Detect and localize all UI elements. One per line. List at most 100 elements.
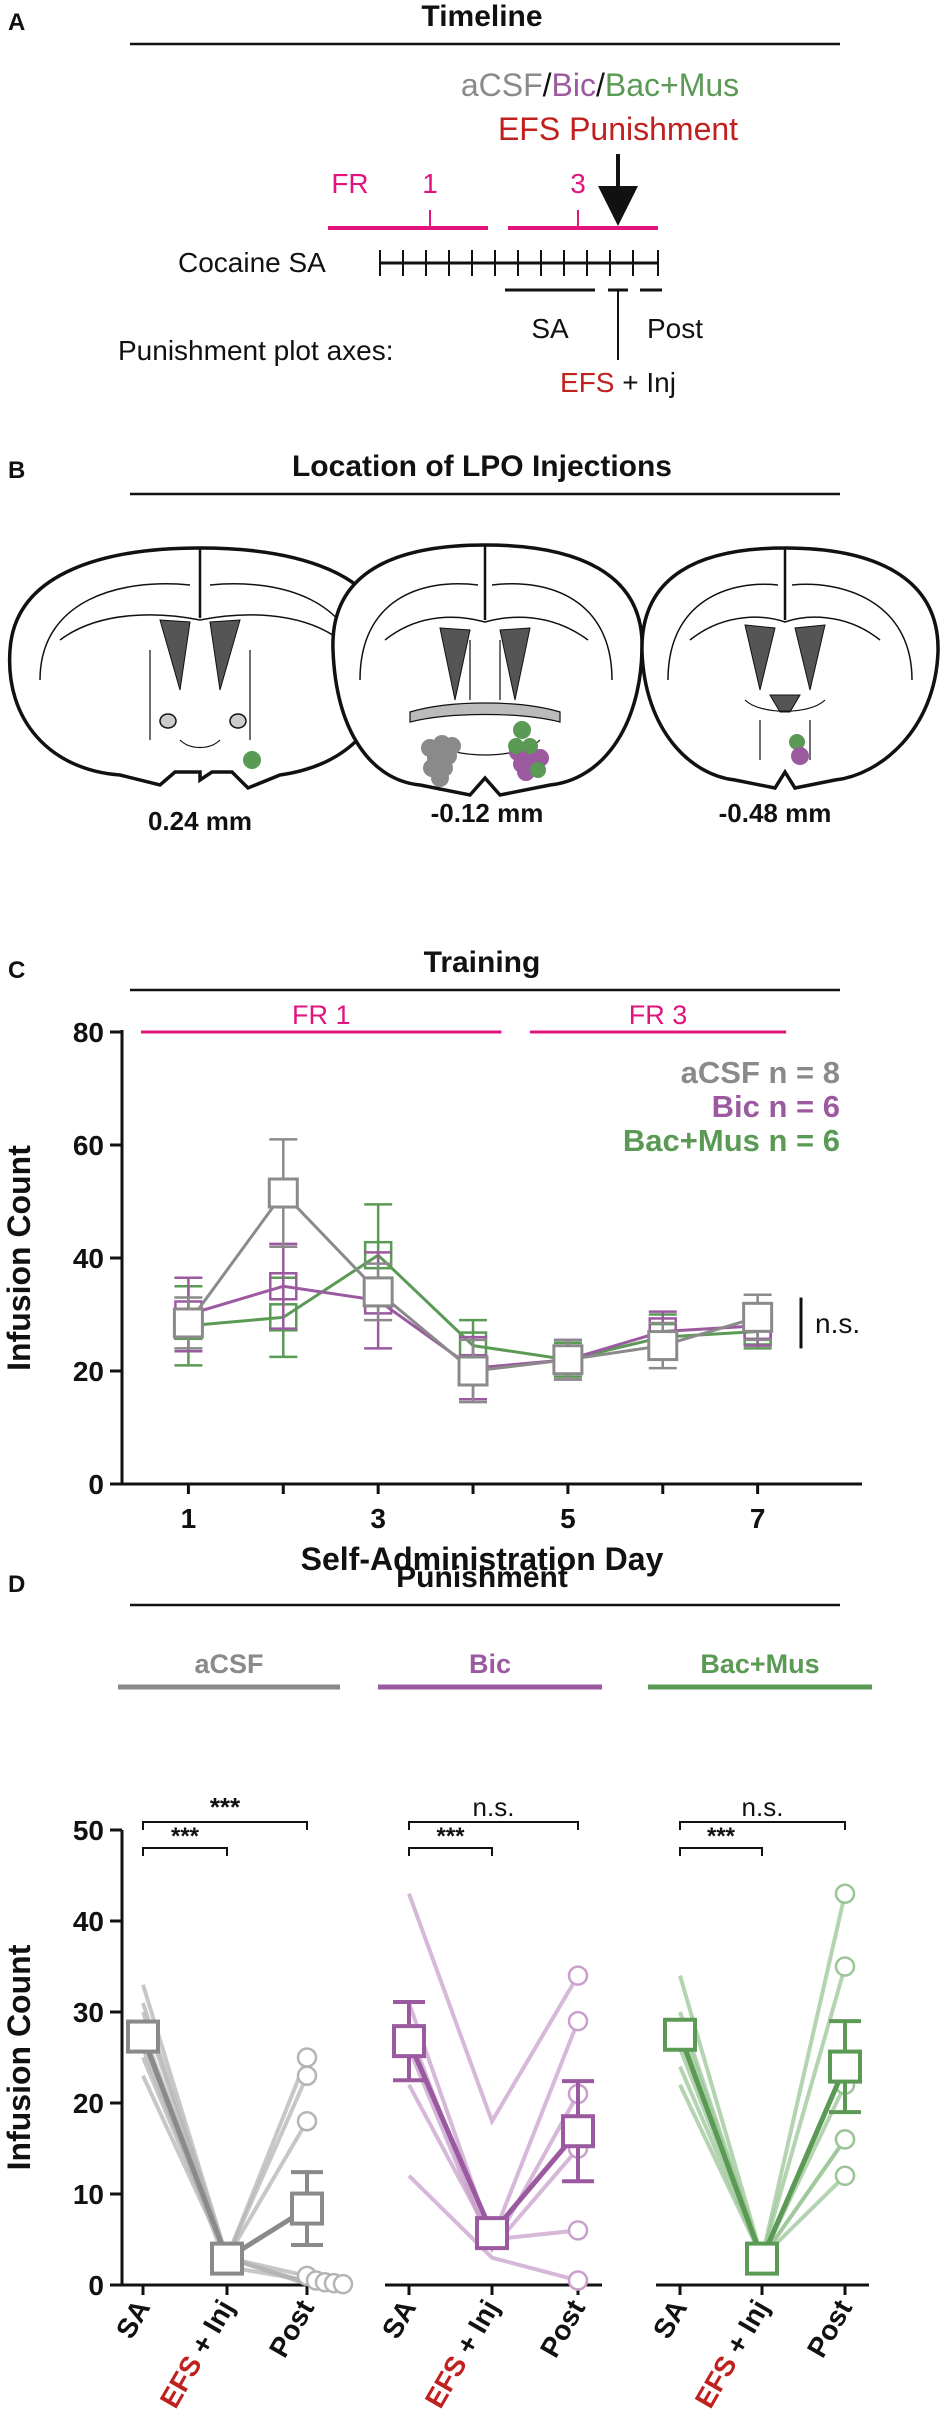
x-category-label: Post [801,2295,858,2363]
post-axis-label: Post [647,313,703,344]
subject-point [834,1883,856,1904]
sig-bracket [142,1821,308,1830]
mean-line [677,2033,848,2266]
subject-line [407,1893,580,2126]
drug-legend-line: aCSF/Bic/Bac+Mus [461,67,739,103]
panel-b-letter: B [8,457,25,484]
drug-bic-label: Bic [552,67,596,103]
sig-bracket [408,1847,493,1856]
y-tick-label: 40 [73,1906,104,1937]
injection-site-bacmus [243,751,261,769]
x-category-inj: + Inj [716,2295,775,2366]
ventricle-right [209,619,241,691]
drug-acsf-label: aCSF [461,67,543,103]
efs-punishment-label: EFS Punishment [498,111,738,147]
panel-a: A Timeline aCSF/Bic/Bac+Mus EFS Punishme… [8,0,840,398]
y-tick-label: 60 [73,1130,104,1161]
group-title: Bac+Mus [700,1649,819,1679]
x-tick-label: 5 [560,1503,576,1534]
y-axis-label: Infusion Count [1,1145,37,1371]
mean-marker [475,2216,509,2251]
sig-label: *** [436,1823,465,1850]
section-label: -0.48 mm [719,798,832,828]
third-ventricle [769,694,801,713]
subject-point [296,2065,318,2086]
cortex-boundary [667,583,913,681]
legend-entry: Bic n = 6 [712,1089,840,1124]
subject-point [296,2047,318,2068]
brain-outline [331,543,644,797]
y-tick-label: 20 [73,2088,104,2119]
x-tick-label: 1 [181,1503,197,1534]
panel-c-letter: C [8,957,25,984]
data-marker [457,1355,489,1387]
y-tick-label: 0 [88,1469,104,1500]
injection-sites-acsf [421,735,461,787]
injection-site-bacmus [530,762,546,778]
panel-b: B Location of LPO Injections 0.24 mm [7,450,940,836]
x-category-inj: + Inj [446,2295,505,2366]
anterior-commissure-right [229,713,247,729]
phase-label: FR 1 [292,1000,351,1030]
data-marker [647,1330,679,1362]
x-category-label: SA [647,2295,693,2344]
subject-point [567,1965,589,1986]
legend-entry: Bac+Mus n = 6 [623,1123,840,1158]
injection-site-bacmus [508,738,524,754]
x-category-inj: + Inj [181,2295,240,2366]
internal-lines [149,650,251,749]
data-marker [172,1307,204,1339]
subject-point [567,2220,589,2241]
sig-label: *** [210,1792,241,1822]
y-axis-label: Infusion Count [1,1944,37,2170]
efs-inj-axis-label: EFS + Inj [560,367,676,398]
panel-d-letter: D [8,1571,25,1598]
section-label: -0.12 mm [431,798,544,828]
brain-section-3: -0.48 mm [640,546,940,828]
timeline-title: Timeline [421,0,542,33]
panel-a-letter: A [8,9,25,36]
sig-bracket [142,1847,228,1856]
data-marker [552,1344,584,1376]
sig-label: n.s. [473,1792,515,1822]
y-tick-label: 40 [73,1243,104,1274]
drug-bacmus-label: Bac+Mus [605,67,739,103]
mean-marker [126,2019,160,2054]
group-title: Bic [469,1649,511,1679]
location-title: Location of LPO Injections [292,450,672,483]
mean-marker [290,2191,324,2226]
x-tick-label: 7 [750,1503,766,1534]
group-title: aCSF [194,1649,263,1679]
sig-bracket [679,1821,846,1830]
drug-separator: / [543,67,552,103]
injection-site-bacmus [522,738,538,754]
data-marker [269,1272,298,1301]
y-tick-label: 80 [73,1017,104,1048]
subject-point [834,2129,856,2150]
sig-bracket [679,1847,763,1856]
x-category-label: Post [534,2295,591,2363]
corpus-callosum [689,616,881,641]
fr-label: FR [331,168,368,199]
mean-marker [210,2241,244,2276]
subject-point [567,2010,589,2032]
injection-sites-bacmus [508,721,546,778]
section-label: 0.24 mm [148,806,252,836]
panel-d: D Punishment 0 10 20 30 40 50 Infusion Count aC… [1,1561,872,2409]
legend-entry: aCSF n = 8 [681,1055,840,1090]
phase-label: FR 3 [629,1000,688,1030]
ventricle-left [744,624,776,691]
sig-label: n.s. [742,1792,784,1822]
anterior-commissure-band [409,702,561,723]
series-acsf [172,1138,774,1404]
x-category-label: EFS + Inj [419,2295,505,2409]
drug-separator: / [596,67,605,103]
corpus-callosum [384,616,589,641]
inj-label [614,367,622,398]
sig-label: *** [171,1823,200,1850]
injection-site-acsf [431,769,449,787]
anterior-commissure-left [159,713,177,729]
